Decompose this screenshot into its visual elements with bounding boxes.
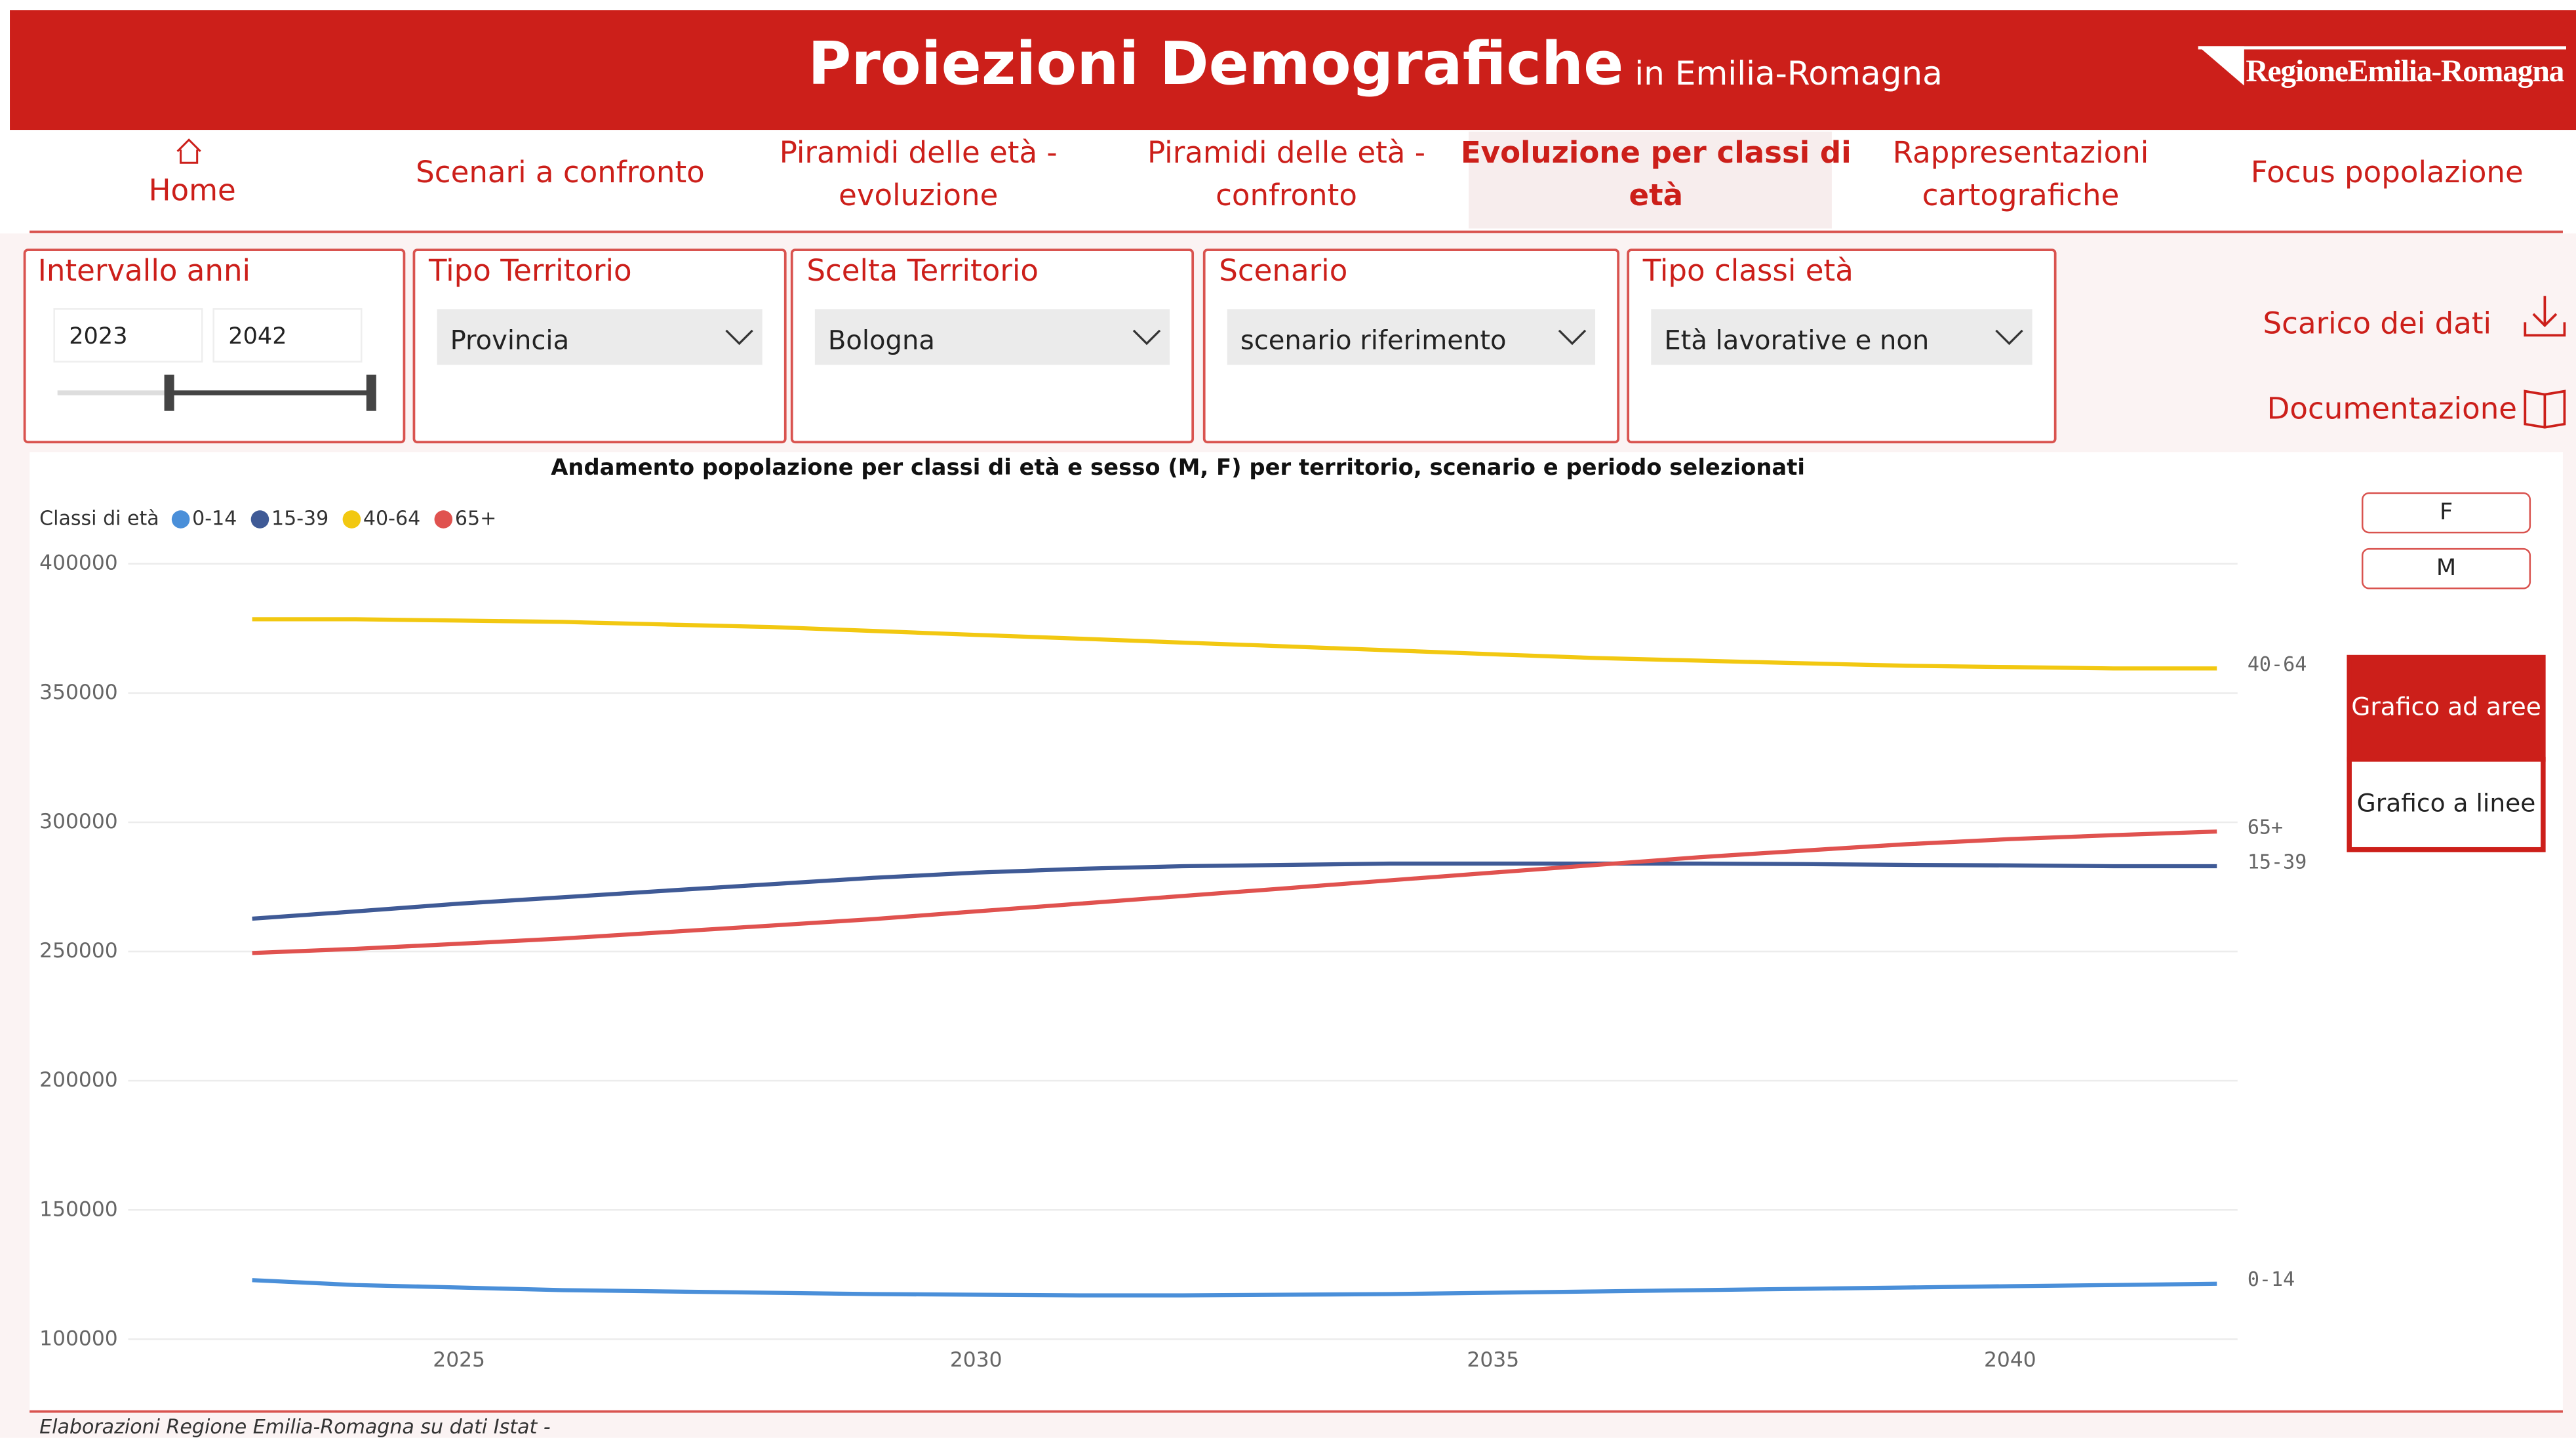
series-line: [252, 829, 2217, 955]
dropdown-value[interactable]: Provincia: [450, 325, 570, 355]
x-tick-label: 2040: [1984, 1348, 2036, 1372]
legend-label: 40-64: [363, 508, 420, 530]
dropdown[interactable]: [814, 309, 1170, 365]
chart-title: Andamento popolazione per classi di età …: [551, 454, 1805, 480]
legend-label: 0-14: [192, 508, 237, 530]
sex-button-label[interactable]: M: [2436, 554, 2456, 581]
footer-note: Elaborazioni Regione Emilia-Romagna su d…: [39, 1416, 551, 1438]
nav-item[interactable]: Piramidi delle età -: [1147, 135, 1425, 170]
nav-item[interactable]: Evoluzione per classi di: [1461, 135, 1852, 170]
legend-swatch: [342, 510, 361, 529]
y-tick-label: 400000: [39, 551, 118, 575]
docs-icon[interactable]: [2524, 389, 2566, 429]
header-bar: [10, 10, 2576, 130]
logo-icon: [2198, 46, 2244, 86]
nav-item[interactable]: confronto: [1216, 178, 1357, 212]
logo-text: RegioneEmilia-Romagna: [2246, 54, 2564, 89]
nav-item[interactable]: Focus popolazione: [2251, 155, 2524, 190]
header-subtitle: in Emilia-Romagna: [1635, 54, 1943, 92]
legend-swatch: [250, 510, 269, 529]
dropdown-arrow: [1558, 329, 1587, 346]
x-tick-label: 2030: [950, 1348, 1002, 1372]
docs-link[interactable]: Documentazione: [2267, 391, 2517, 426]
filter-label: Tipo Territorio: [428, 253, 632, 288]
dropdown-arrow: [1132, 329, 1161, 346]
year-input[interactable]: [53, 308, 203, 363]
series-line: [252, 1278, 2217, 1298]
nav-item[interactable]: Piramidi delle età -: [780, 135, 1058, 170]
dropdown[interactable]: [1651, 309, 2032, 365]
legend-title: Classi di età: [39, 508, 159, 530]
filter-label: Scelta Territorio: [806, 253, 1039, 288]
nav-item[interactable]: Rappresentazioni: [1893, 135, 2149, 170]
y-tick-label: 150000: [39, 1197, 118, 1221]
nav-bar: [0, 130, 2576, 232]
dropdown-value[interactable]: Età lavorative e non: [1664, 325, 1929, 355]
download-icon[interactable]: [2524, 296, 2566, 337]
mode-button[interactable]: [2347, 757, 2546, 852]
y-tick-label: 300000: [39, 810, 118, 833]
dropdown-arrow: [725, 329, 753, 346]
nav-item[interactable]: evoluzione: [839, 178, 998, 212]
nav-item[interactable]: Scenari a confronto: [416, 155, 705, 190]
dropdown-value[interactable]: Bologna: [828, 325, 935, 355]
filter-label: Tipo classi età: [1642, 253, 1853, 288]
filter-label: Scenario: [1219, 253, 1347, 288]
y-tick-label: 200000: [39, 1068, 118, 1092]
legend-swatch: [434, 510, 453, 529]
legend-label: 65+: [455, 508, 496, 530]
x-tick-label: 2035: [1467, 1348, 1519, 1372]
year-from[interactable]: 2023: [69, 323, 127, 350]
dropdown[interactable]: [1227, 309, 1596, 365]
series-end-label: 0-14: [2248, 1268, 2295, 1291]
year-input[interactable]: [212, 308, 363, 363]
download-link[interactable]: Scarico dei dati: [2263, 306, 2492, 340]
series-end-label: 65+: [2248, 816, 2283, 839]
series-line: [252, 617, 2217, 671]
mode-button-label[interactable]: Grafico ad aree: [2351, 692, 2541, 721]
x-tick-label: 2025: [433, 1348, 485, 1372]
nav-item[interactable]: cartografiche: [1922, 178, 2120, 212]
series-line: [252, 861, 2217, 921]
y-tick-label: 350000: [39, 681, 118, 704]
dropdown-value[interactable]: scenario riferimento: [1240, 325, 1507, 355]
nav-item[interactable]: età: [1629, 178, 1683, 212]
legend-label: 15-39: [271, 508, 328, 530]
year-to[interactable]: 2042: [228, 323, 287, 350]
sex-button-label[interactable]: F: [2440, 498, 2453, 525]
nav-active-bg: [1469, 131, 1832, 229]
series-end-label: 15-39: [2248, 850, 2307, 873]
home-icon: [176, 138, 201, 164]
series-end-label: 40-64: [2248, 653, 2307, 676]
dropdown-arrow: [1995, 329, 2023, 346]
filter-label: Intervallo anni: [38, 253, 250, 288]
legend-swatch: [171, 510, 190, 529]
nav-item[interactable]: Home: [149, 172, 236, 207]
slider-thumb[interactable]: [366, 374, 376, 411]
y-tick-label: 100000: [39, 1327, 118, 1350]
mode-button-label[interactable]: Grafico a linee: [2357, 788, 2536, 817]
header-title: Proiezioni Demografiche: [808, 30, 1623, 98]
y-tick-label: 250000: [39, 939, 118, 963]
slider-thumb[interactable]: [164, 374, 174, 411]
dropdown[interactable]: [437, 309, 763, 365]
logo-rule: [2198, 46, 2566, 50]
sex-button[interactable]: [2362, 548, 2531, 589]
chart-panel: [30, 452, 2563, 1410]
sex-button[interactable]: [2362, 492, 2531, 534]
